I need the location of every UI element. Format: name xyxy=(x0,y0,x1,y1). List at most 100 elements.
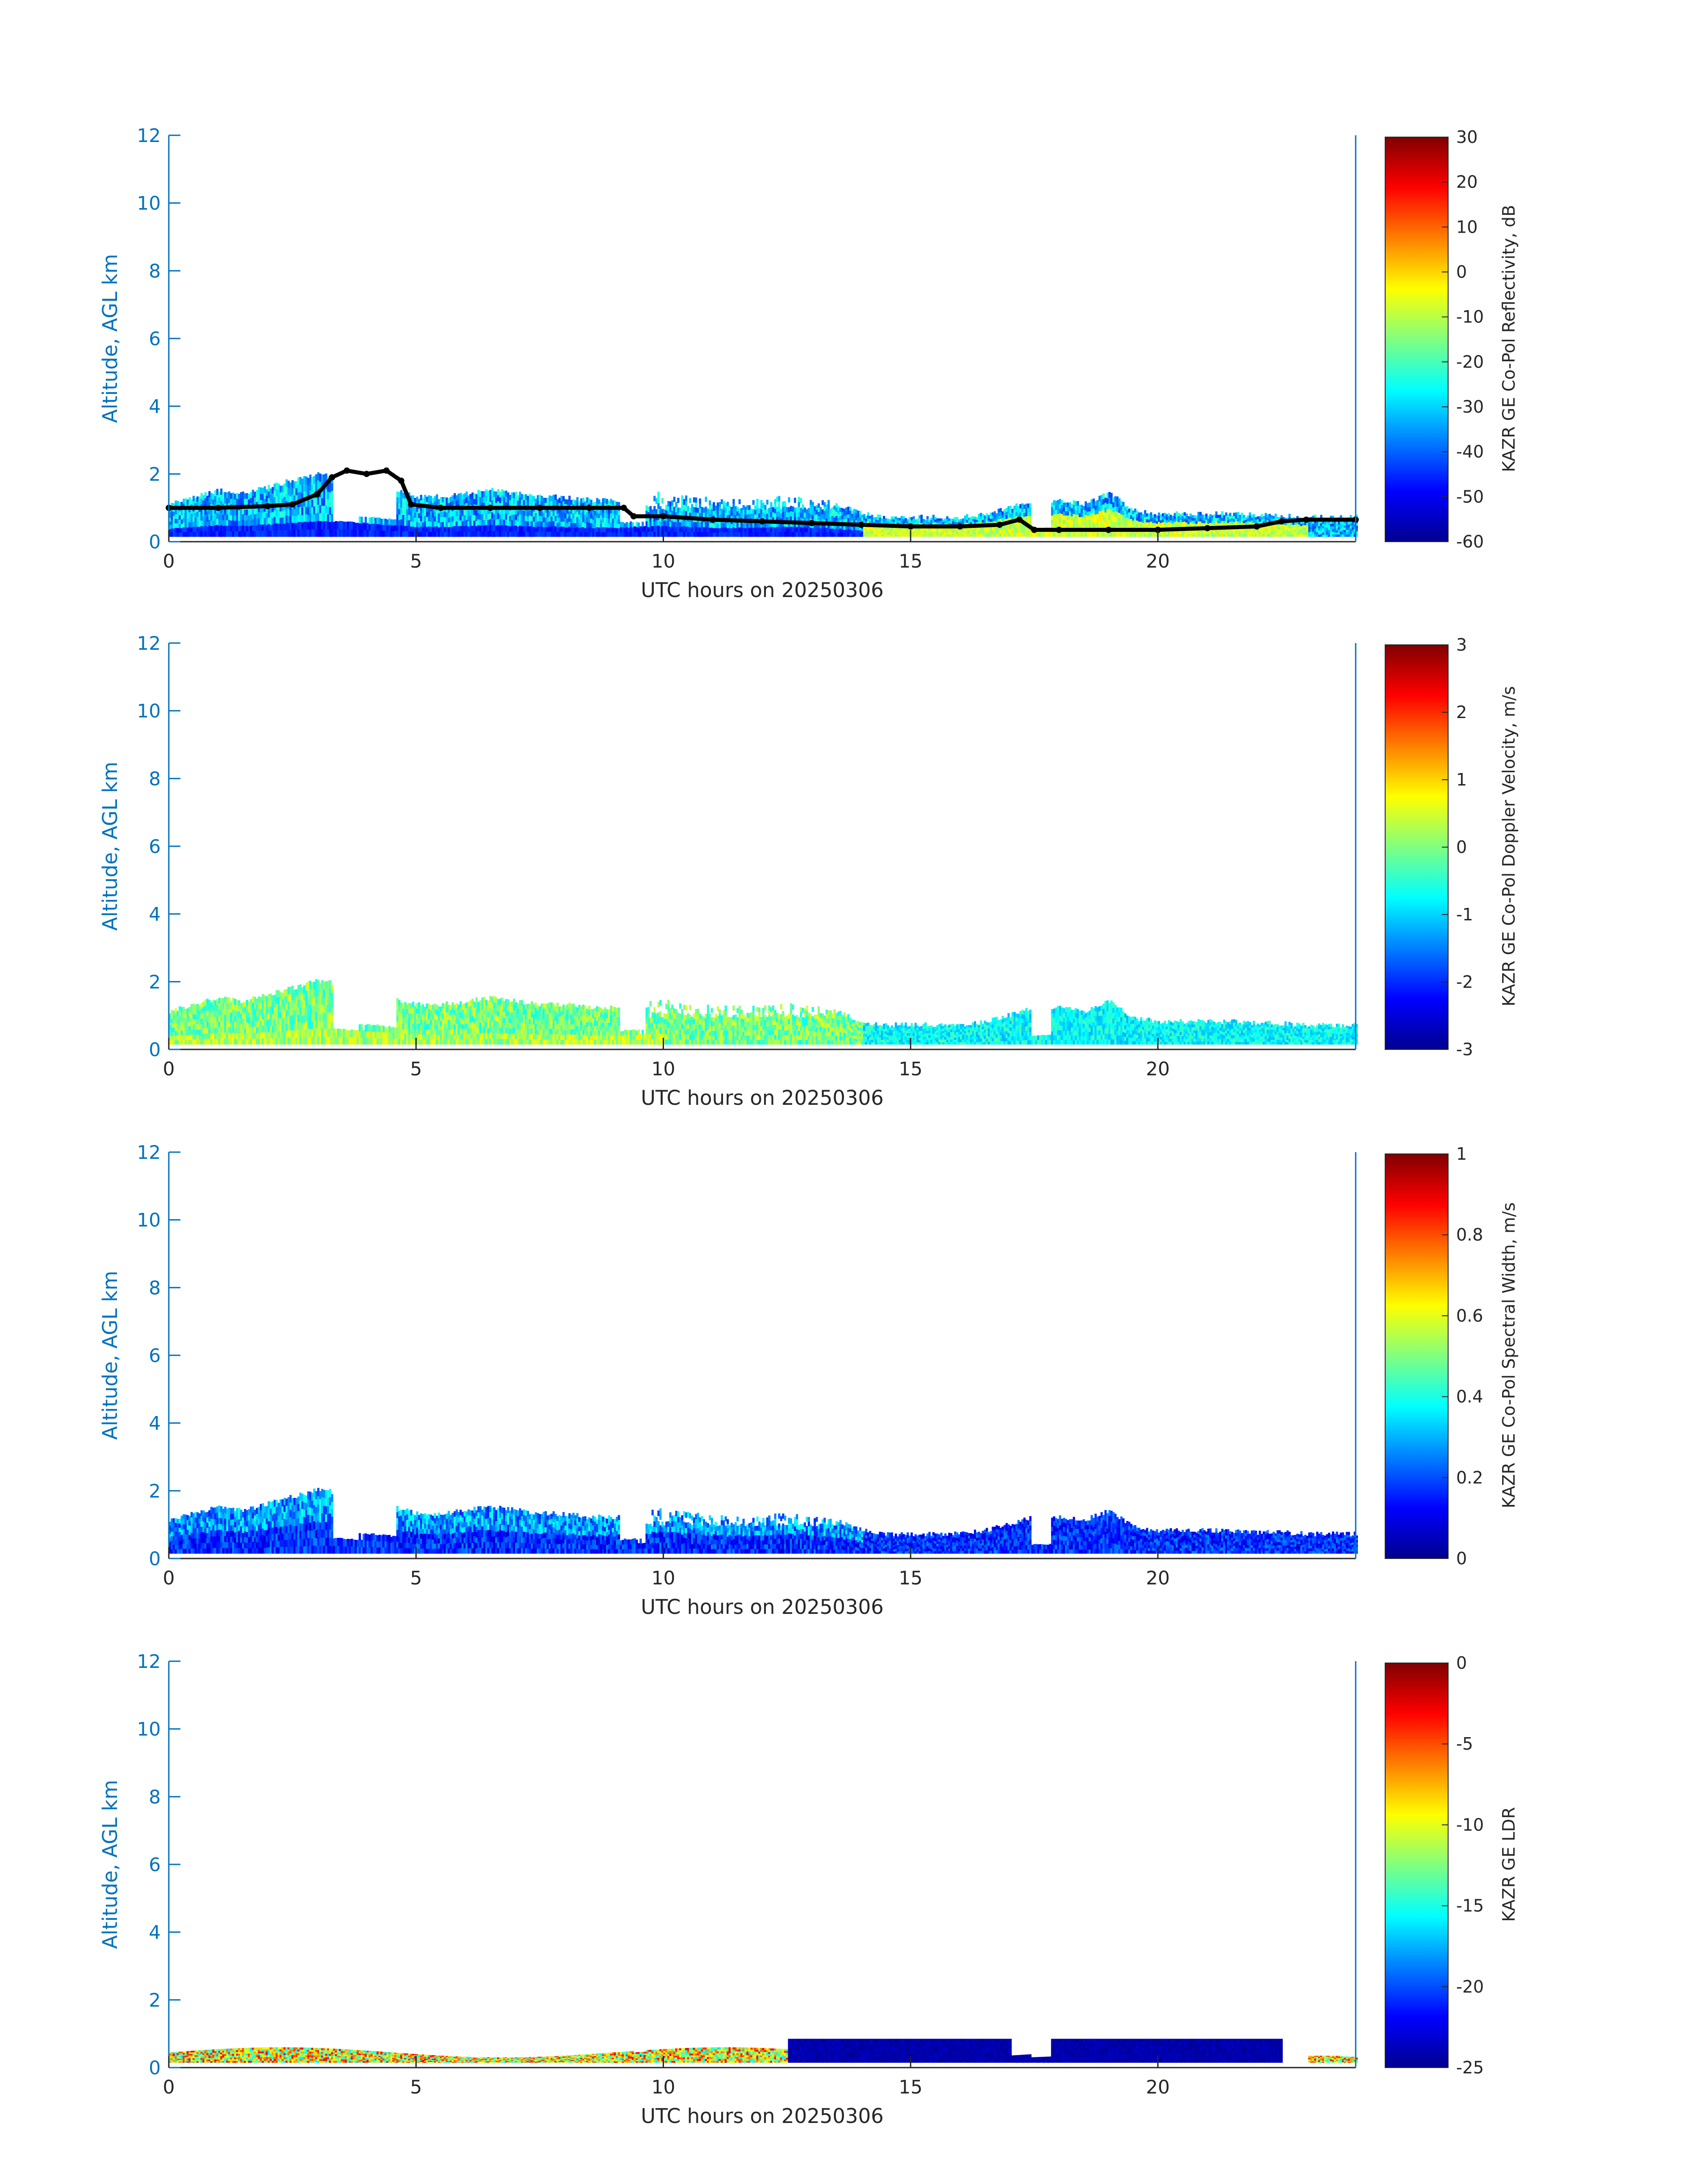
radar-cell xyxy=(414,507,417,513)
radar-cell xyxy=(276,530,278,537)
radar-cell xyxy=(169,525,171,529)
radar-cell xyxy=(1219,531,1222,535)
radar-cell xyxy=(695,526,697,532)
radar-cell xyxy=(184,1022,187,1027)
radar-cell xyxy=(1071,504,1073,508)
cloud-base-point xyxy=(383,467,390,474)
radar-cell xyxy=(578,501,580,506)
radar-cell xyxy=(254,1008,256,1015)
radar-cell xyxy=(281,992,284,999)
radar-cell xyxy=(1104,507,1107,513)
radar-cell xyxy=(814,515,816,520)
radar-cell xyxy=(867,518,869,522)
radar-cell xyxy=(1235,512,1237,516)
radar-cell xyxy=(701,507,703,512)
radar-cell xyxy=(1011,530,1014,534)
radar-cell xyxy=(1211,520,1214,524)
radar-cell xyxy=(301,529,304,537)
radar-cell xyxy=(1130,518,1132,523)
radar-cell xyxy=(608,532,610,537)
radar-cell xyxy=(228,531,230,537)
radar-cell xyxy=(919,520,921,524)
radar-cell xyxy=(634,526,636,532)
radar-cell xyxy=(214,513,217,520)
radar-cell xyxy=(669,516,672,522)
radar-cell xyxy=(394,525,397,531)
radar-cell xyxy=(1002,518,1004,521)
radar-cell xyxy=(995,513,998,517)
radar-cell xyxy=(442,512,444,517)
radar-cell xyxy=(208,1022,211,1028)
radar-cell xyxy=(533,511,535,517)
radar-cell xyxy=(1094,505,1097,510)
radar-cell xyxy=(750,522,753,528)
radar-cell xyxy=(529,499,531,505)
radar-cell xyxy=(1096,505,1099,510)
radar-cell xyxy=(732,508,735,514)
radar-cell xyxy=(1262,531,1265,535)
radar-cell xyxy=(1025,532,1028,537)
radar-cell xyxy=(263,486,266,493)
radar-cell xyxy=(222,998,225,1004)
radar-cell xyxy=(679,531,681,537)
radar-cell xyxy=(216,518,219,525)
radar-cell xyxy=(228,508,230,514)
radar-cell xyxy=(236,531,238,537)
radar-cell xyxy=(172,528,175,533)
radar-cell xyxy=(406,498,409,504)
radar-cell xyxy=(600,515,602,520)
radar-cell xyxy=(234,1015,237,1022)
radar-cell xyxy=(1161,534,1164,537)
radar-cell xyxy=(190,1004,193,1009)
radar-cell xyxy=(916,527,919,531)
radar-cell xyxy=(910,531,913,535)
radar-cell xyxy=(479,525,482,531)
radar-cell xyxy=(980,522,982,525)
radar-cell xyxy=(236,493,238,499)
radar-cell xyxy=(281,1018,284,1025)
radar-cell xyxy=(800,531,802,537)
radar-cell xyxy=(827,504,830,510)
radar-cell xyxy=(224,1014,226,1021)
radar-cell xyxy=(835,507,838,512)
radar-cell xyxy=(1142,514,1144,517)
radar-cell xyxy=(796,531,798,537)
radar-cell xyxy=(267,530,270,537)
radar-cell xyxy=(833,529,836,533)
radar-cell xyxy=(323,513,326,522)
radar-cell xyxy=(1053,505,1056,510)
radar-cell xyxy=(273,994,276,1002)
radar-cell xyxy=(1306,534,1309,537)
radar-cell xyxy=(1324,534,1327,537)
radar-cell xyxy=(258,506,260,512)
radar-cell xyxy=(212,499,215,505)
radar-cell xyxy=(214,1022,217,1028)
radar-cell xyxy=(1114,516,1117,522)
radar-cell xyxy=(196,1004,199,1009)
radar-cell xyxy=(1225,521,1228,525)
radar-cell xyxy=(897,522,899,525)
radar-cell xyxy=(754,532,757,537)
radar-cell xyxy=(1144,510,1146,514)
radar-cell xyxy=(877,520,879,523)
radar-cell xyxy=(222,1021,225,1028)
radar-cell xyxy=(598,513,601,518)
x-tick-label: 20 xyxy=(1146,550,1169,572)
radar-cell xyxy=(590,500,593,505)
radar-cell xyxy=(224,1032,226,1039)
radar-cell xyxy=(489,513,492,519)
radar-cell xyxy=(1314,526,1316,529)
radar-cell xyxy=(697,522,699,527)
radar-cell xyxy=(172,1028,175,1032)
radar-cell xyxy=(885,520,887,523)
radar-cell xyxy=(169,533,171,537)
radar-cell xyxy=(289,523,292,531)
radar-cell xyxy=(285,529,288,537)
radar-cell xyxy=(204,492,207,498)
radar-cell xyxy=(426,516,428,522)
radar-cell xyxy=(1164,522,1166,525)
radar-cell xyxy=(742,510,745,514)
radar-cell xyxy=(1051,507,1053,512)
radar-cell xyxy=(307,507,310,515)
radar-cell xyxy=(464,520,466,526)
